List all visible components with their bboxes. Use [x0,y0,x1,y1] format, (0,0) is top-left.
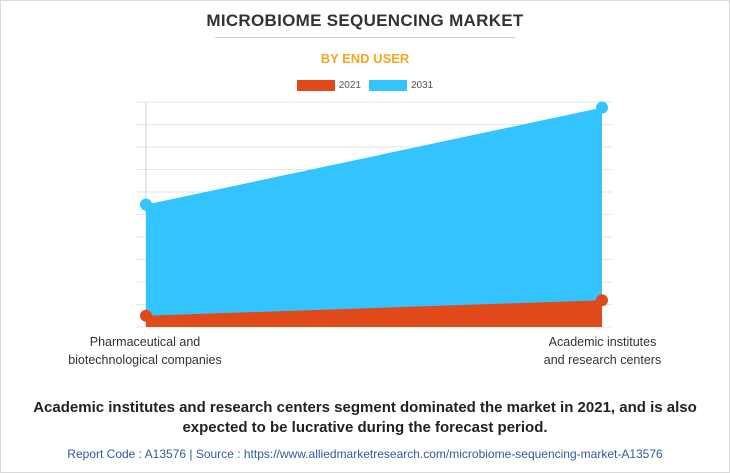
x-tick-label-academic-line2: and research centers [543,353,662,367]
data-point-2031-1 [596,101,608,114]
legend-swatch-2031 [369,80,407,91]
area-series-2031 [146,107,602,327]
x-tick-label-pharma-line1: Pharmaceutical and [89,335,201,349]
summary-note: Academic institutes and research centers… [33,399,697,436]
data-point-2031-0 [140,198,152,211]
legend-swatch-2021 [296,80,335,91]
x-tick-label-academic: Academic institutes and research centers [520,333,685,369]
x-tick-label-academic-line1: Academic institutes [548,335,657,349]
title-divider [215,37,515,38]
legend-item-2021[interactable]: 2021 [296,80,361,91]
chart-title: MICROBIOME SEQUENCING MARKET [206,11,524,30]
data-point-2021-0 [140,309,152,322]
legend: 2021 2031 [0,80,730,91]
legend-item-2031[interactable]: 2031 [369,80,433,91]
chart-subtitle: BY END USER [320,51,410,66]
data-point-2021-1 [596,294,608,307]
area-series-2021 [146,300,602,327]
legend-label-2031: 2031 [411,80,434,91]
legend-label-2021: 2021 [338,80,361,91]
source-line[interactable]: Report Code : A13576 | Source : https://… [67,447,663,461]
x-tick-label-pharma-line2: biotechnological companies [68,353,222,367]
x-tick-label-pharma: Pharmaceutical and biotechnological comp… [50,333,240,369]
